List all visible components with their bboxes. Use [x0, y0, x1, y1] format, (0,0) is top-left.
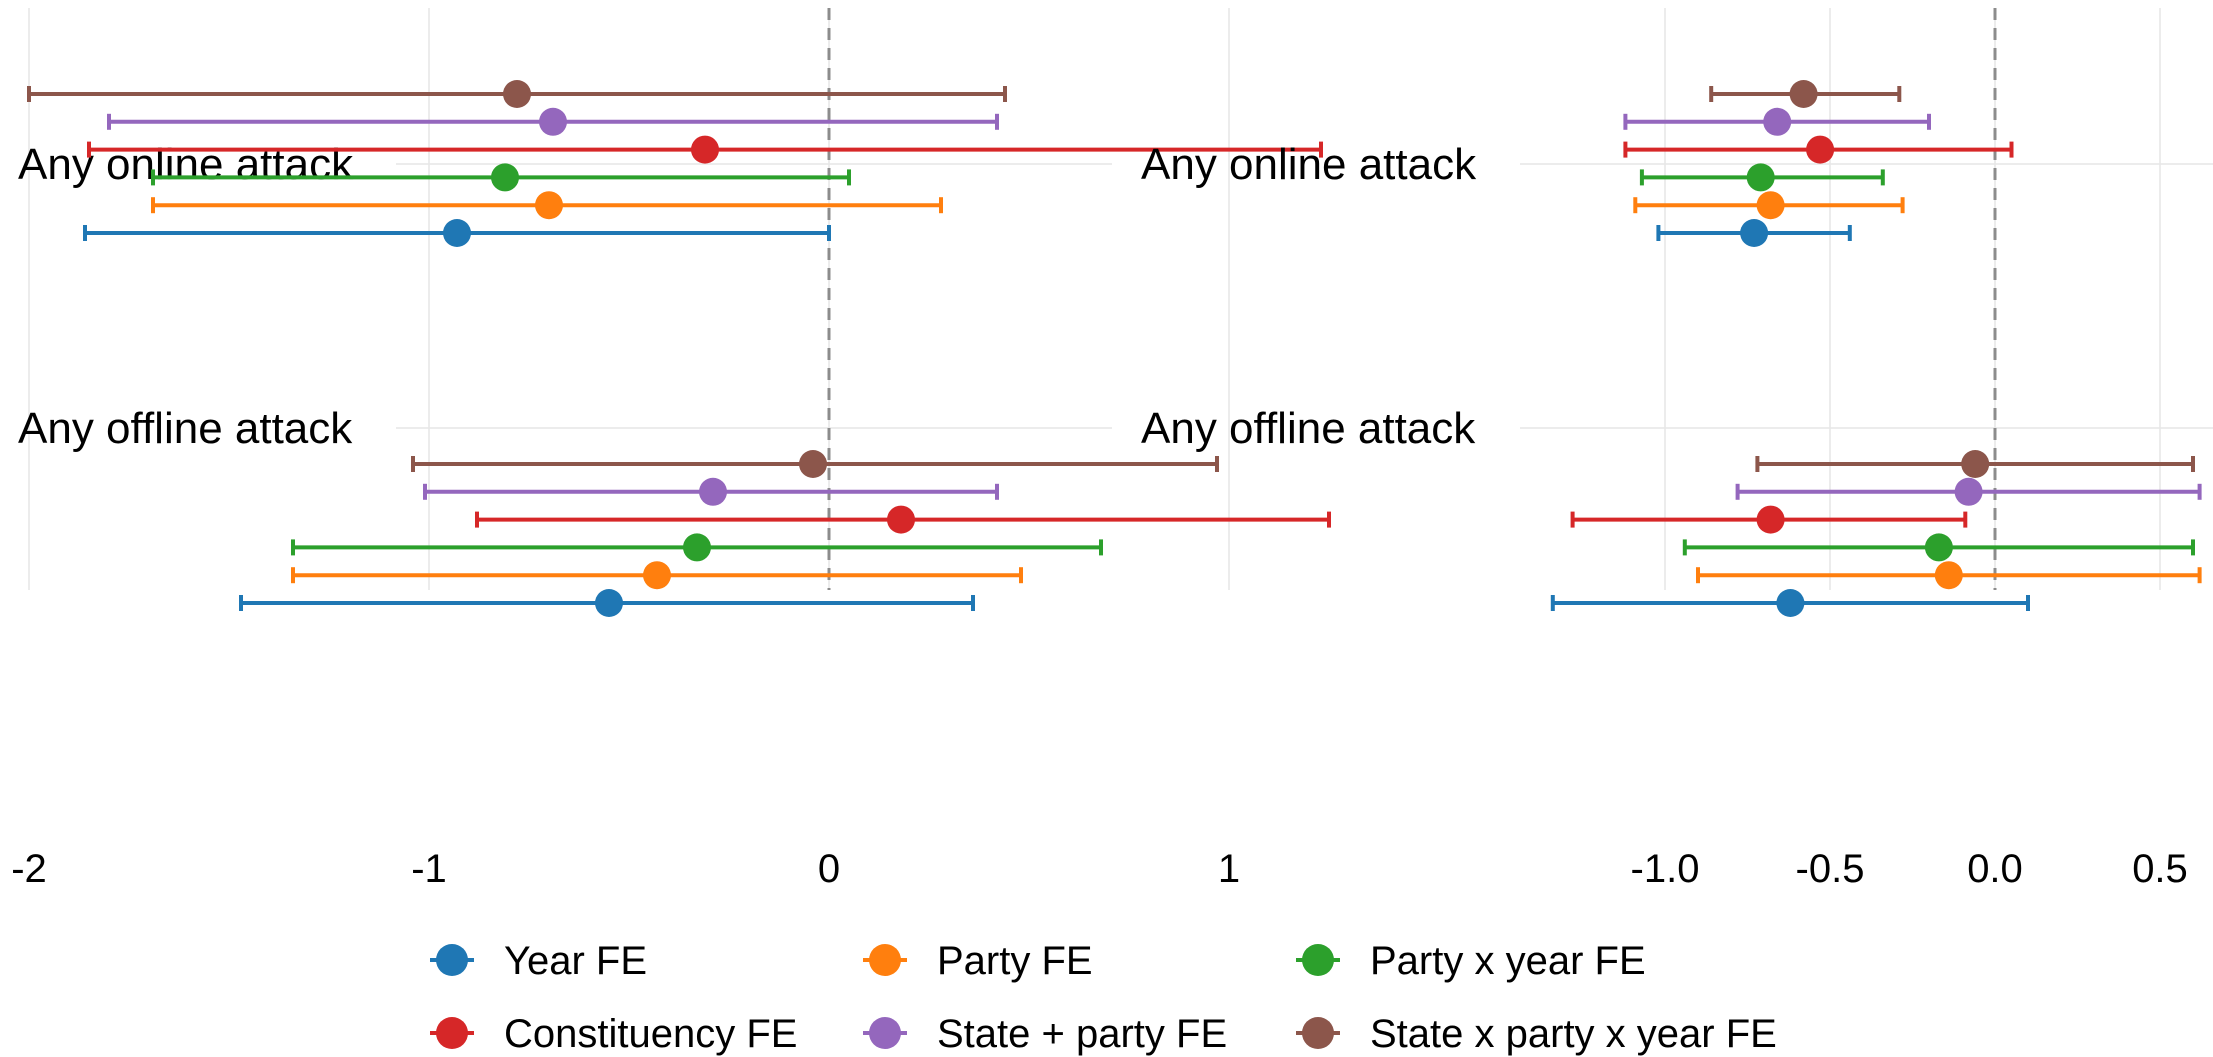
right-estimates: [1550, 80, 2202, 617]
point-estimate-any-online-attack: [1756, 191, 1785, 220]
x-tick-label-2: 0.0: [1967, 847, 2023, 891]
point-estimate-any-offline-attack: [595, 589, 623, 617]
x-tick-label-0: -2: [11, 847, 47, 891]
legend-item-state-x-party-x-year-fe: State x party x year FE: [1296, 1012, 1777, 1056]
series-party-x-year-fe: [151, 163, 1103, 562]
legend-item-constituency-fe: Constituency FE: [430, 1012, 797, 1056]
point-estimate-any-online-attack: [691, 135, 719, 164]
point-estimate-any-offline-attack: [683, 533, 711, 562]
legend-item-party-x-year-fe: Party x year FE: [1296, 939, 1646, 983]
point-estimate-any-offline-attack: [1756, 505, 1785, 534]
point-estimate-any-online-attack: [1763, 107, 1792, 136]
point-estimate-any-offline-attack: [1776, 589, 1805, 617]
series-state-party-fe: [1623, 107, 2202, 506]
legend-swatch-dot: [1302, 944, 1334, 976]
legend-swatch-dot: [1302, 1017, 1334, 1049]
legend-label: Constituency FE: [504, 1012, 797, 1056]
point-estimate-any-online-attack: [1746, 163, 1775, 192]
point-estimate-any-online-attack: [503, 80, 531, 108]
category-label-any-offline-attack: Any offline attack: [1141, 404, 1476, 453]
point-estimate-any-offline-attack: [887, 505, 915, 534]
series-party-x-year-fe: [1639, 163, 2195, 562]
series-year-fe: [1550, 219, 2030, 617]
left-estimates: [27, 80, 1331, 617]
series-state-party-fe: [107, 107, 999, 506]
point-estimate-any-offline-attack: [699, 477, 727, 506]
left-x-tick-labels: -2 -1 0 1: [11, 847, 1240, 891]
series-state-x-party-x-year-fe: [27, 80, 1219, 478]
point-estimate-any-offline-attack: [1924, 533, 1953, 562]
legend-item-state-party-fe: State + party FE: [863, 1012, 1227, 1056]
legend: Year FE Party FE Party x year FE Constituen…: [430, 939, 1777, 1056]
legend-swatch-dot: [436, 1017, 468, 1049]
x-tick-label-0: -1.0: [1631, 847, 1700, 891]
point-estimate-any-online-attack: [491, 163, 519, 192]
point-estimate-any-online-attack: [1740, 219, 1769, 247]
category-label-any-offline-attack: Any offline attack: [18, 404, 353, 453]
series-constituency-fe: [87, 135, 1331, 534]
x-tick-label-1: -0.5: [1796, 847, 1865, 891]
legend-item-party-fe: Party FE: [863, 939, 1093, 983]
point-estimate-any-offline-attack: [1934, 561, 1963, 590]
series-year-fe: [83, 219, 975, 617]
category-label-any-online-attack: Any online attack: [18, 140, 354, 189]
x-tick-label-1: -1: [411, 847, 447, 891]
point-estimate-any-offline-attack: [1961, 450, 1990, 478]
point-estimate-any-online-attack: [535, 191, 563, 220]
point-estimate-any-offline-attack: [643, 561, 671, 590]
series-party-fe: [1633, 191, 2202, 590]
point-estimate-any-online-attack: [539, 107, 567, 136]
category-label-any-online-attack: Any online attack: [1141, 140, 1477, 189]
point-estimate-any-online-attack: [1789, 80, 1818, 108]
series-state-x-party-x-year-fe: [1709, 80, 2195, 478]
series-party-fe: [151, 191, 1023, 590]
legend-label: Party FE: [937, 939, 1093, 983]
legend-label: Party x year FE: [1370, 939, 1646, 983]
point-estimate-any-online-attack: [443, 219, 471, 247]
left-category-labels: Any online attack Any offline attack: [18, 140, 354, 453]
legend-swatch-dot: [869, 1017, 901, 1049]
right-category-labels: Any online attack Any offline attack: [1141, 140, 1477, 453]
point-estimate-any-offline-attack: [1954, 477, 1983, 506]
right-x-tick-labels: -1.0 -0.5 0.0 0.5: [1631, 847, 2188, 891]
legend-item-year-fe: Year FE: [430, 939, 647, 983]
point-estimate-any-online-attack: [1806, 135, 1835, 164]
x-tick-label-3: 0.5: [2132, 847, 2188, 891]
legend-label: State + party FE: [937, 1012, 1227, 1056]
legend-swatch-dot: [436, 944, 468, 976]
legend-swatch-dot: [869, 944, 901, 976]
right-panel: Any online attack Any offline attack -1.0…: [1141, 8, 2213, 891]
left-panel: Any online attack Any offline attack -2 -1…: [11, 8, 1331, 891]
x-tick-label-2: 0: [818, 847, 840, 891]
legend-label: Year FE: [504, 939, 647, 983]
point-estimate-any-offline-attack: [799, 450, 827, 478]
x-tick-label-3: 1: [1218, 847, 1240, 891]
series-constituency-fe: [1570, 135, 2014, 534]
legend-label: State x party x year FE: [1370, 1012, 1777, 1056]
